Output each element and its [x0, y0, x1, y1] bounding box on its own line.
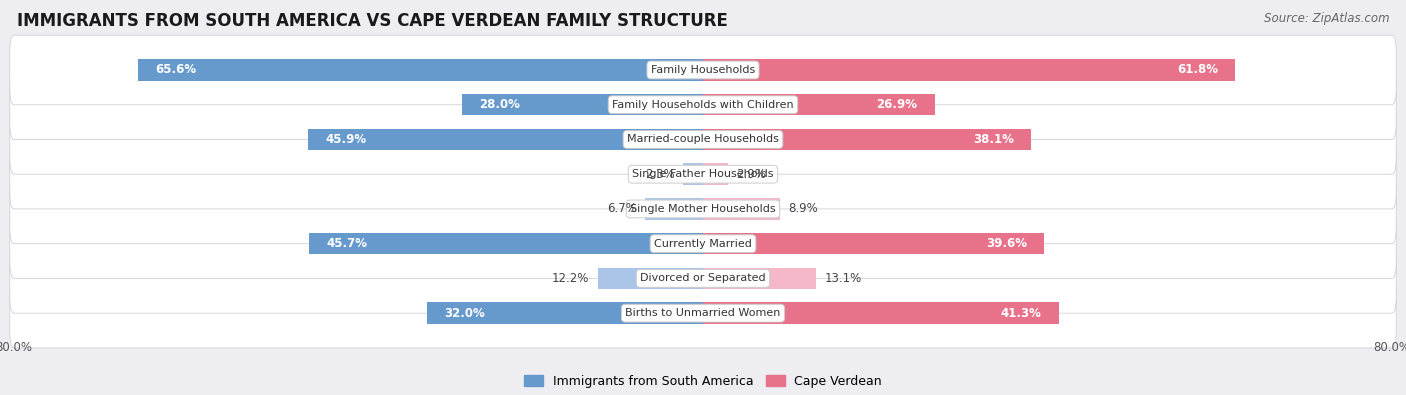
Bar	[683, 164, 703, 185]
Text: Divorced or Separated: Divorced or Separated	[640, 273, 766, 284]
Legend: Immigrants from South America, Cape Verdean: Immigrants from South America, Cape Verd…	[519, 370, 887, 393]
FancyBboxPatch shape	[10, 139, 1396, 209]
Text: Family Households: Family Households	[651, 65, 755, 75]
Text: 38.1%: 38.1%	[973, 133, 1014, 146]
Text: Single Father Households: Single Father Households	[633, 169, 773, 179]
FancyBboxPatch shape	[10, 278, 1396, 348]
Bar	[427, 303, 703, 324]
Bar	[703, 59, 1236, 81]
FancyBboxPatch shape	[10, 35, 1396, 105]
Text: 45.7%: 45.7%	[326, 237, 367, 250]
Text: 39.6%: 39.6%	[986, 237, 1026, 250]
FancyBboxPatch shape	[10, 244, 1396, 313]
Text: 6.7%: 6.7%	[607, 203, 637, 215]
Bar	[703, 129, 1031, 150]
Text: 13.1%: 13.1%	[824, 272, 862, 285]
Bar	[703, 198, 780, 220]
FancyBboxPatch shape	[10, 105, 1396, 174]
Text: Source: ZipAtlas.com: Source: ZipAtlas.com	[1264, 12, 1389, 25]
Bar	[461, 94, 703, 115]
Text: 28.0%: 28.0%	[479, 98, 520, 111]
Bar	[703, 233, 1045, 254]
FancyBboxPatch shape	[10, 174, 1396, 244]
Bar	[598, 268, 703, 289]
Bar	[703, 164, 728, 185]
Text: 2.9%: 2.9%	[737, 168, 766, 181]
Text: Single Mother Households: Single Mother Households	[630, 204, 776, 214]
Text: 45.9%: 45.9%	[325, 133, 366, 146]
Text: 8.9%: 8.9%	[789, 203, 818, 215]
FancyBboxPatch shape	[10, 209, 1396, 278]
Text: 12.2%: 12.2%	[553, 272, 589, 285]
Bar	[309, 233, 703, 254]
Text: 61.8%: 61.8%	[1177, 64, 1218, 77]
Bar	[308, 129, 703, 150]
Text: 2.3%: 2.3%	[645, 168, 675, 181]
Bar	[703, 268, 815, 289]
Text: Married-couple Households: Married-couple Households	[627, 134, 779, 145]
Text: Family Households with Children: Family Households with Children	[612, 100, 794, 110]
Text: 65.6%: 65.6%	[155, 64, 197, 77]
Text: 26.9%: 26.9%	[876, 98, 918, 111]
Bar	[703, 94, 935, 115]
Text: Births to Unmarried Women: Births to Unmarried Women	[626, 308, 780, 318]
Bar	[645, 198, 703, 220]
FancyBboxPatch shape	[10, 70, 1396, 139]
Text: IMMIGRANTS FROM SOUTH AMERICA VS CAPE VERDEAN FAMILY STRUCTURE: IMMIGRANTS FROM SOUTH AMERICA VS CAPE VE…	[17, 12, 728, 30]
Text: Currently Married: Currently Married	[654, 239, 752, 249]
Text: 41.3%: 41.3%	[1001, 307, 1042, 320]
Bar	[138, 59, 703, 81]
Text: 32.0%: 32.0%	[444, 307, 485, 320]
Bar	[703, 303, 1059, 324]
